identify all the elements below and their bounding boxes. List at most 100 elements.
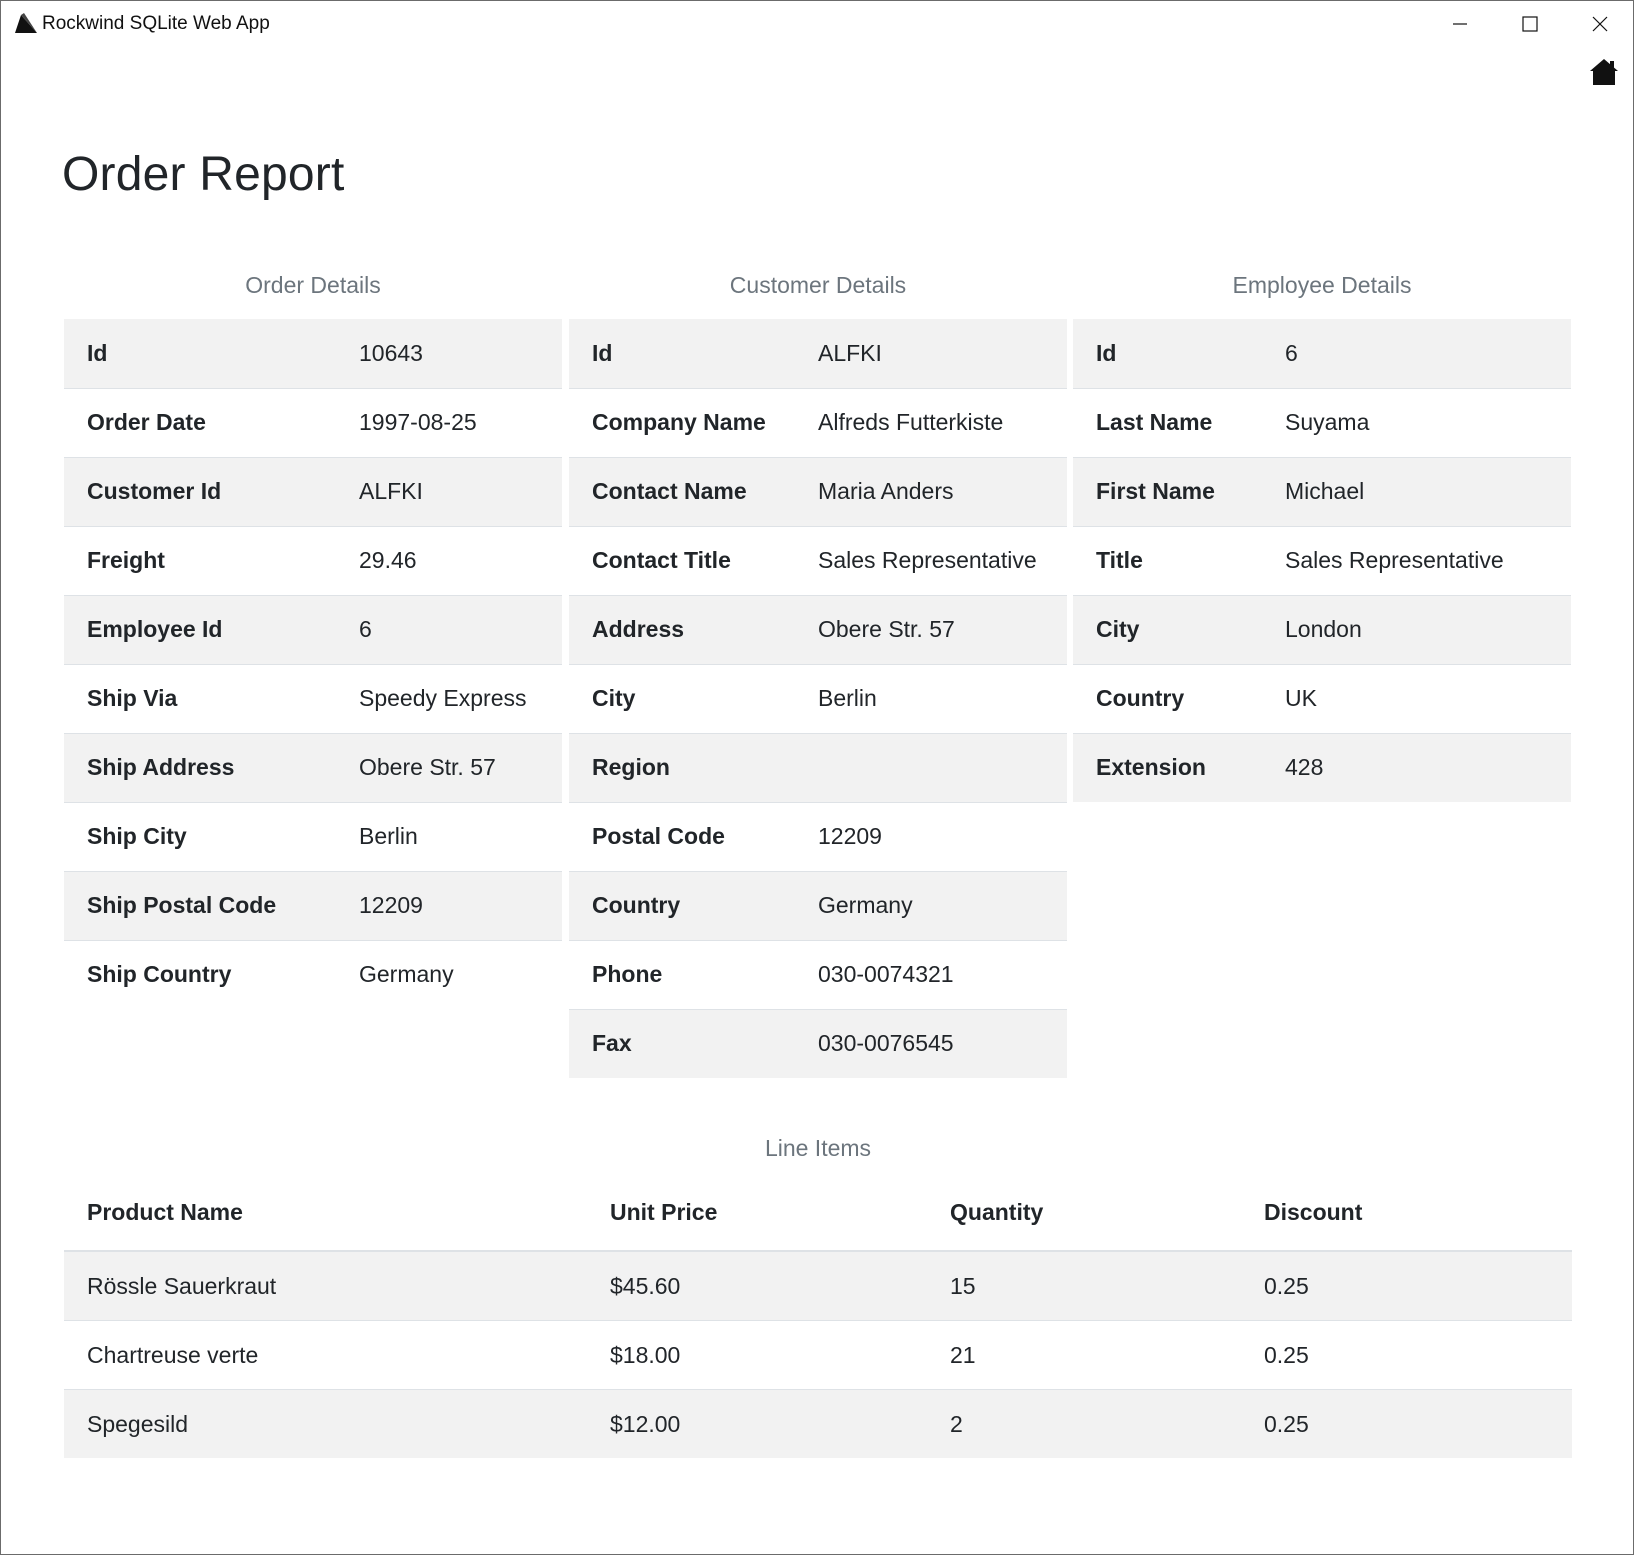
table-row: Spegesild $12.00 2 0.25 — [64, 1389, 1572, 1458]
table-row: Contact Name Maria Anders — [569, 456, 1067, 526]
column-header-discount: Discount — [1241, 1174, 1572, 1252]
table-row: Phone 030-0074321 — [569, 939, 1067, 1009]
quantity-cell: 2 — [927, 1389, 1241, 1458]
field-label: Ship Via — [64, 663, 336, 733]
field-value: Germany — [795, 870, 1067, 940]
field-label: Id — [592, 339, 613, 366]
field-label: Order Date — [64, 387, 336, 457]
customer-details-panel: Customer Details Id ALFKI Company Name Alf… — [569, 263, 1067, 1078]
table-row: Postal Code 12209 — [569, 801, 1067, 871]
quantity-cell: 15 — [927, 1250, 1241, 1321]
table-header-row: Product Name Unit Price Quantity Discoun… — [64, 1174, 1572, 1252]
order-details-table: Id 10643 Order Date 1997-08-25 Customer Id… — [64, 319, 562, 1009]
table-row: Ship Address Obere Str. 57 — [64, 732, 562, 802]
product-name-cell: Rössle Sauerkraut — [64, 1250, 587, 1321]
table-row: Region — [569, 732, 1067, 802]
table-row: Chartreuse verte $18.00 21 0.25 — [64, 1320, 1572, 1390]
table-row: First Name Michael — [1073, 456, 1571, 526]
field-label: Id — [87, 339, 108, 366]
field-label: Country — [569, 870, 795, 940]
maximize-icon — [1522, 16, 1538, 32]
maximize-button[interactable] — [1495, 1, 1565, 47]
table-row: Last Name Suyama — [1073, 387, 1571, 457]
table-row: Address Obere Str. 57 — [569, 594, 1067, 664]
field-value: Berlin — [336, 801, 562, 871]
field-value: 29.46 — [336, 525, 562, 595]
minimize-icon — [1453, 23, 1467, 25]
field-value: 428 — [1262, 732, 1571, 802]
quantity-cell: 21 — [927, 1320, 1241, 1390]
field-label: Ship City — [64, 801, 336, 871]
column-header-quantity: Quantity — [927, 1174, 1241, 1252]
field-value: 030-0076545 — [795, 1008, 1067, 1078]
table-row: Employee Id 6 — [64, 594, 562, 664]
field-value: London — [1262, 594, 1571, 664]
table-row: Customer Id ALFKI — [64, 456, 562, 526]
field-label: Postal Code — [569, 801, 795, 871]
employee-details-table: Id 6 Last Name Suyama First Name Michael Ti… — [1073, 319, 1571, 802]
discount-cell: 0.25 — [1241, 1389, 1572, 1458]
table-row: Id ALFKI — [569, 319, 1067, 388]
line-items-caption: Line Items — [764, 1135, 872, 1161]
table-row: Ship Via Speedy Express — [64, 663, 562, 733]
rockwind-logo-icon — [15, 13, 37, 33]
product-name-cell: Spegesild — [64, 1389, 587, 1458]
table-row: Id 6 — [1073, 319, 1571, 388]
table-row: Country Germany — [569, 870, 1067, 940]
title-bar[interactable]: Rockwind SQLite Web App — [1, 1, 1633, 47]
table-row: Extension 428 — [1073, 732, 1571, 802]
column-header-unit-price: Unit Price — [587, 1174, 927, 1252]
field-value: Speedy Express — [336, 663, 562, 733]
field-value: Sales Representative — [1262, 525, 1571, 595]
line-items-section: Line Items Product Name Unit Price Quant… — [64, 1126, 1572, 1458]
table-row: Fax 030-0076545 — [569, 1008, 1067, 1078]
field-label: Ship Postal Code — [64, 870, 336, 940]
field-label: Id — [1096, 339, 1117, 366]
field-value: Germany — [336, 939, 562, 1009]
customer-details-table: Id ALFKI Company Name Alfreds Futterkiste … — [569, 319, 1067, 1078]
product-name-cell: Chartreuse verte — [64, 1320, 587, 1390]
window-title: Rockwind SQLite Web App — [42, 13, 270, 34]
field-value: 1997-08-25 — [336, 387, 562, 457]
table-row: City London — [1073, 594, 1571, 664]
field-label: Country — [1073, 663, 1262, 733]
field-value: Maria Anders — [795, 456, 1067, 526]
field-label: Company Name — [569, 387, 795, 457]
employee-details-caption: Employee Details — [1232, 272, 1412, 298]
table-row: Id 10643 — [64, 319, 562, 388]
table-row: Contact Title Sales Representative — [569, 525, 1067, 595]
field-value: 12209 — [795, 801, 1067, 871]
column-header-product-name: Product Name — [64, 1174, 587, 1252]
field-label: Freight — [64, 525, 336, 595]
field-label: Ship Country — [64, 939, 336, 1009]
field-value: 6 — [336, 594, 562, 664]
field-label: Contact Name — [569, 456, 795, 526]
table-row: Ship Postal Code 12209 — [64, 870, 562, 940]
home-icon[interactable] — [1589, 58, 1619, 86]
field-value: Michael — [1262, 456, 1571, 526]
close-icon — [1592, 16, 1608, 32]
field-label: City — [1073, 594, 1262, 664]
close-button[interactable] — [1565, 1, 1634, 47]
customer-details-caption: Customer Details — [729, 272, 907, 298]
table-row: Company Name Alfreds Futterkiste — [569, 387, 1067, 457]
field-label: First Name — [1073, 456, 1262, 526]
field-label: Extension — [1073, 732, 1262, 802]
field-value: ALFKI — [336, 456, 562, 526]
field-value: Suyama — [1262, 387, 1571, 457]
order-details-panel: Order Details Id 10643 Order Date 1997-08-… — [64, 263, 562, 1009]
minimize-button[interactable] — [1425, 1, 1495, 47]
table-row: Ship Country Germany — [64, 939, 562, 1009]
field-label: Contact Title — [569, 525, 795, 595]
field-label: Phone — [569, 939, 795, 1009]
discount-cell: 0.25 — [1241, 1320, 1572, 1390]
field-value: 030-0074321 — [795, 939, 1067, 1009]
table-row: City Berlin — [569, 663, 1067, 733]
discount-cell: 0.25 — [1241, 1250, 1572, 1321]
unit-price-cell: $45.60 — [587, 1250, 927, 1321]
line-items-table: Product Name Unit Price Quantity Discoun… — [64, 1174, 1572, 1458]
table-row: Country UK — [1073, 663, 1571, 733]
table-row: Rössle Sauerkraut $45.60 15 0.25 — [64, 1250, 1572, 1321]
field-value: Berlin — [795, 663, 1067, 733]
